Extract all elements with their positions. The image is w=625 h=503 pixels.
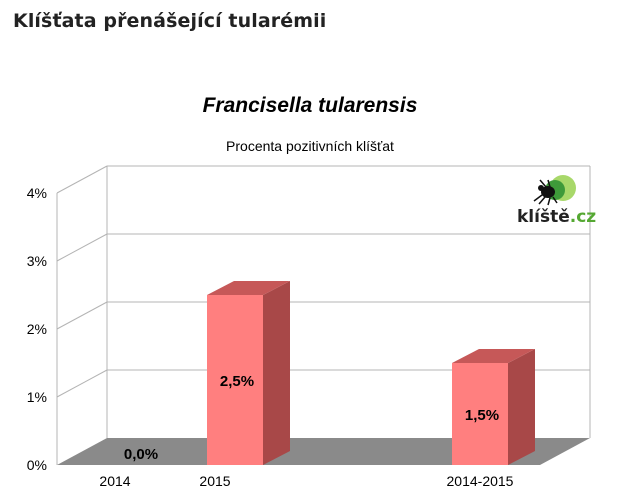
y-tick-label: 1% [27,389,47,405]
x-axis-ticks: 2014 2015 2014-2015 [99,473,513,489]
y-axis-ticks: 0% 1% 2% 3% 4% [27,185,47,473]
bar-top [452,349,535,363]
logo-text: klíště [517,207,570,227]
gridline-side [56,301,108,330]
bar [452,363,508,465]
data-label: 0,0% [124,446,158,463]
data-label: 1,5% [465,407,499,424]
data-label: 2,5% [220,373,254,390]
y-tick-label: 2% [27,321,47,337]
x-tick-label: 2014 [99,473,130,489]
chart-bars [207,281,535,465]
svg-text:klíště.cz: klíště.cz [517,207,596,227]
bar [207,295,263,465]
x-tick-label: 2014-2015 [447,473,514,489]
tick-icon [533,175,576,206]
x-tick-label: 2015 [199,473,230,489]
data-labels: 0,0% 2,5% 1,5% [124,373,499,463]
bar-top [207,281,290,295]
y-tick-label: 3% [27,253,47,269]
logo-suffix: .cz [570,207,597,227]
gridline-side [56,369,108,398]
logo: klíště.cz [517,175,596,227]
page-title: Klíšťata přenášející tularémii [13,10,327,32]
y-tick-label: 0% [27,457,47,473]
bar-side [263,281,290,465]
y-tick-label: 4% [27,185,47,201]
chart-subtitle: Procenta pozitivních klíšťat [226,138,394,154]
gridline-side [56,165,108,194]
chart-grid [56,165,591,465]
chart-title: Francisella tularensis [203,94,418,117]
gridline-side [56,233,108,262]
bar-side [508,349,535,465]
